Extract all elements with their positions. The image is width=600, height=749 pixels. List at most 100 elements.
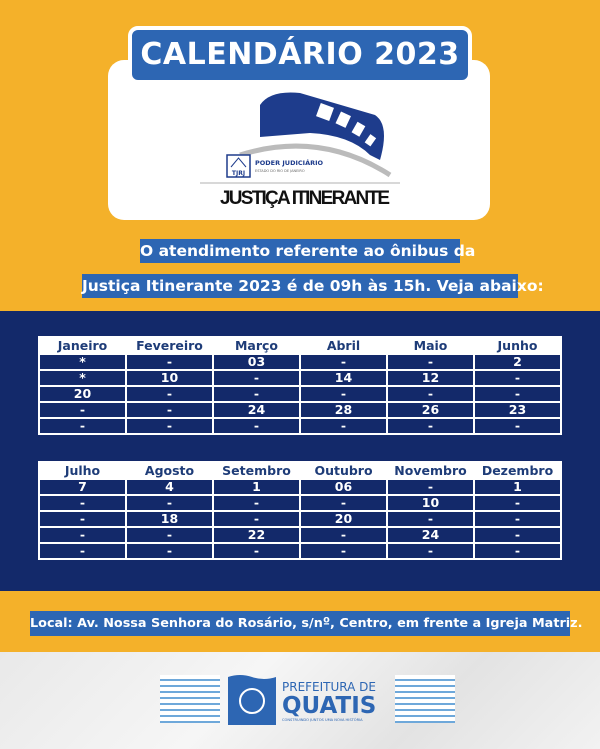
date-cell: 06 (301, 480, 386, 494)
footer (0, 652, 600, 749)
date-cell: - (388, 480, 473, 494)
svg-text:ESTADO DO RIO DE JANEIRO: ESTADO DO RIO DE JANEIRO (255, 169, 305, 173)
tjrj-emblem: TJRJ (226, 154, 251, 178)
month-header: Setembro (222, 463, 291, 478)
date-cell: 24 (214, 403, 299, 417)
svg-text:CONSTRUINDO JUNTOS UMA NOVA HI: CONSTRUINDO JUNTOS UMA NOVA HISTÓRIA (282, 717, 363, 722)
date-cell: - (214, 496, 299, 510)
date-cell: 10 (388, 496, 473, 510)
date-cell: 20 (301, 512, 386, 526)
month-header: Novembro (394, 463, 467, 478)
date-cell: - (214, 544, 299, 558)
date-cell: 2 (475, 355, 560, 369)
date-cell: 1 (475, 480, 560, 494)
date-cell: - (127, 528, 212, 542)
date-cell: - (388, 355, 473, 369)
date-cell: - (40, 528, 125, 542)
month-header: Janeiro (57, 338, 108, 353)
svg-text:PODER JUDICIÁRIO: PODER JUDICIÁRIO (255, 158, 324, 167)
date-cell: - (475, 496, 560, 510)
month-header: Maio (413, 338, 448, 353)
date-cell: - (40, 512, 125, 526)
intro-line-2: Justiça Itinerante 2023 é de 09h às 15h.… (82, 274, 544, 298)
date-cell: - (475, 371, 560, 385)
date-cell: - (40, 544, 125, 558)
date-cell: - (301, 387, 386, 401)
bus-icon (239, 92, 392, 178)
date-cell: - (475, 419, 560, 433)
svg-text:QUATIS: QUATIS (282, 693, 376, 719)
date-cell: - (475, 544, 560, 558)
date-cell: 4 (127, 480, 212, 494)
decorative-lines (160, 675, 220, 723)
date-cell: 23 (475, 403, 560, 417)
month-header: Dezembro (481, 463, 554, 478)
date-cell: - (475, 387, 560, 401)
date-cell: - (40, 403, 125, 417)
month-header: Outubro (314, 463, 373, 478)
date-cell: - (301, 355, 386, 369)
date-cell: - (301, 528, 386, 542)
date-cell: - (301, 419, 386, 433)
date-cell: - (214, 419, 299, 433)
date-cell: - (301, 544, 386, 558)
svg-text:PREFEITURA DE: PREFEITURA DE (282, 680, 376, 694)
date-cell: * (40, 371, 125, 385)
date-cell: - (40, 419, 125, 433)
date-cell: 26 (388, 403, 473, 417)
date-cell: - (388, 544, 473, 558)
justica-itinerante-logo: TJRJ PODER JUDICIÁRIO ESTADO DO RIO DE J… (200, 92, 400, 209)
intro-line-1: O atendimento referente ao ônibus da (140, 239, 475, 263)
date-cell: 7 (40, 480, 125, 494)
date-cell: - (127, 419, 212, 433)
date-cell: - (127, 387, 212, 401)
date-cell: 24 (388, 528, 473, 542)
table-row: ------ (40, 544, 560, 558)
date-cell: - (475, 512, 560, 526)
date-cell: - (127, 496, 212, 510)
date-cell: - (475, 528, 560, 542)
month-header: Março (234, 338, 279, 353)
date-cell: - (301, 496, 386, 510)
logo-card (108, 60, 490, 220)
date-cell: - (214, 387, 299, 401)
coat-of-arms-icon (228, 675, 276, 725)
table-row: 20- - - - - (40, 387, 560, 401)
month-header-row: Janeiro Fevereiro Março Abril Maio Junho (40, 338, 560, 353)
month-header: Agosto (144, 463, 195, 478)
date-cell: - (388, 387, 473, 401)
table-row: 7 4 1 06-1 (40, 480, 560, 494)
table-row: - - - -10- (40, 496, 560, 510)
date-cell: 03 (214, 355, 299, 369)
prefeitura-quatis-logo: PREFEITURA DE QUATIS CONSTRUINDO JUNTOS … (228, 675, 376, 725)
date-cell: 20 (40, 387, 125, 401)
table-row: - -24 28 26 23 (40, 403, 560, 417)
decorative-lines (395, 675, 455, 723)
date-cell: 18 (127, 512, 212, 526)
month-header: Junho (497, 338, 538, 353)
date-cell: 12 (388, 371, 473, 385)
date-cell: - (388, 419, 473, 433)
month-header: Abril (326, 338, 361, 353)
table-row: * 10-14 12- (40, 371, 560, 385)
date-cell: - (40, 496, 125, 510)
table-row: ------ (40, 419, 560, 433)
table-row: - -22-24- (40, 528, 560, 542)
calendar-table-jan-jun: Janeiro Fevereiro Março Abril Maio Junho * -03-… (38, 336, 562, 435)
location-text: Local: Av. Nossa Senhora do Rosário, s/n… (30, 611, 582, 636)
table-row: * -03- -2 (40, 355, 560, 369)
date-cell: 10 (127, 371, 212, 385)
page-title: CALENDÁRIO 2023 (128, 26, 472, 84)
date-cell: 14 (301, 371, 386, 385)
month-header: Fevereiro (136, 338, 203, 353)
date-cell: - (214, 512, 299, 526)
date-cell: - (388, 512, 473, 526)
date-cell: 22 (214, 528, 299, 542)
month-header: Julho (64, 463, 101, 478)
date-cell: - (127, 544, 212, 558)
table-row: -18-20- - (40, 512, 560, 526)
date-cell: 28 (301, 403, 386, 417)
date-cell: - (127, 355, 212, 369)
month-header-row: Julho Agosto Setembro Outubro Novembro Dezemb… (40, 463, 560, 478)
svg-text:JUSTIÇA ITINERANTE: JUSTIÇA ITINERANTE (220, 188, 390, 209)
